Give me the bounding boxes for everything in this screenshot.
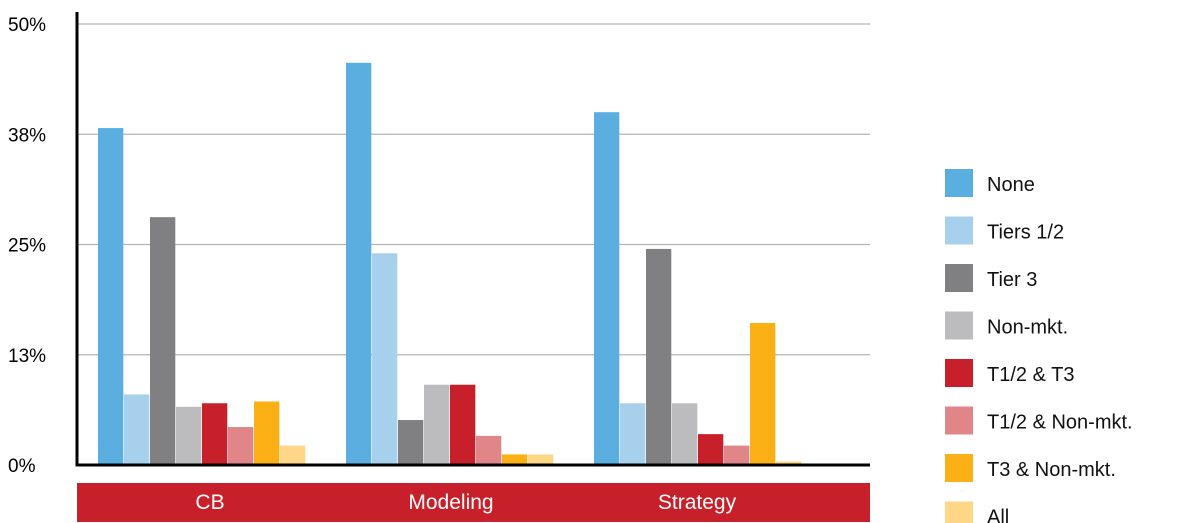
bar (528, 454, 554, 465)
legend-label: All (987, 507, 1009, 523)
legend-swatch (945, 169, 973, 197)
legend-label: Non-mkt. (987, 317, 1068, 339)
y-tick-label: 38% (8, 125, 46, 146)
legend-swatch (945, 216, 973, 245)
bar (372, 253, 398, 465)
legend-label: T1/2 & T3 (987, 364, 1074, 386)
bar (502, 454, 528, 465)
legend-label: T3 & Non-mkt. (987, 459, 1116, 481)
bar (124, 394, 150, 465)
y-tick-label: 0% (8, 456, 36, 477)
bar (228, 427, 254, 465)
bar (202, 403, 228, 465)
legend-swatch (945, 406, 973, 435)
y-tick-label: 13% (8, 346, 46, 367)
bar (620, 403, 646, 465)
bar (280, 445, 306, 465)
bar (698, 434, 724, 465)
legend-label: T1/2 & Non-mkt. (987, 412, 1133, 434)
legend-label: None (987, 174, 1035, 196)
bar (724, 445, 750, 465)
bar (346, 62, 372, 466)
bar (450, 384, 476, 465)
bar (98, 128, 124, 466)
bar (176, 406, 202, 465)
legend-label: Tier 3 (987, 269, 1037, 291)
legend-label: Tiers 1/2 (987, 222, 1064, 244)
category-label: Modeling (408, 491, 493, 514)
legend-swatch (945, 359, 973, 387)
y-tick-label: 50% (8, 15, 46, 36)
bar (672, 403, 698, 465)
y-tick-label: 25% (8, 236, 46, 257)
bar (646, 248, 672, 465)
category-label: CB (195, 491, 224, 514)
bar (476, 435, 502, 465)
legend-swatch (945, 311, 973, 340)
bar (398, 420, 424, 465)
category-band (77, 483, 870, 522)
legend-swatch (945, 501, 973, 523)
bar (776, 461, 802, 465)
bar (254, 401, 280, 465)
category-label: Strategy (658, 491, 737, 514)
legend-swatch (945, 454, 973, 482)
bar (594, 112, 620, 465)
bar (150, 217, 176, 465)
bar (750, 322, 776, 465)
legend-swatch (945, 264, 973, 292)
bar (424, 384, 450, 465)
